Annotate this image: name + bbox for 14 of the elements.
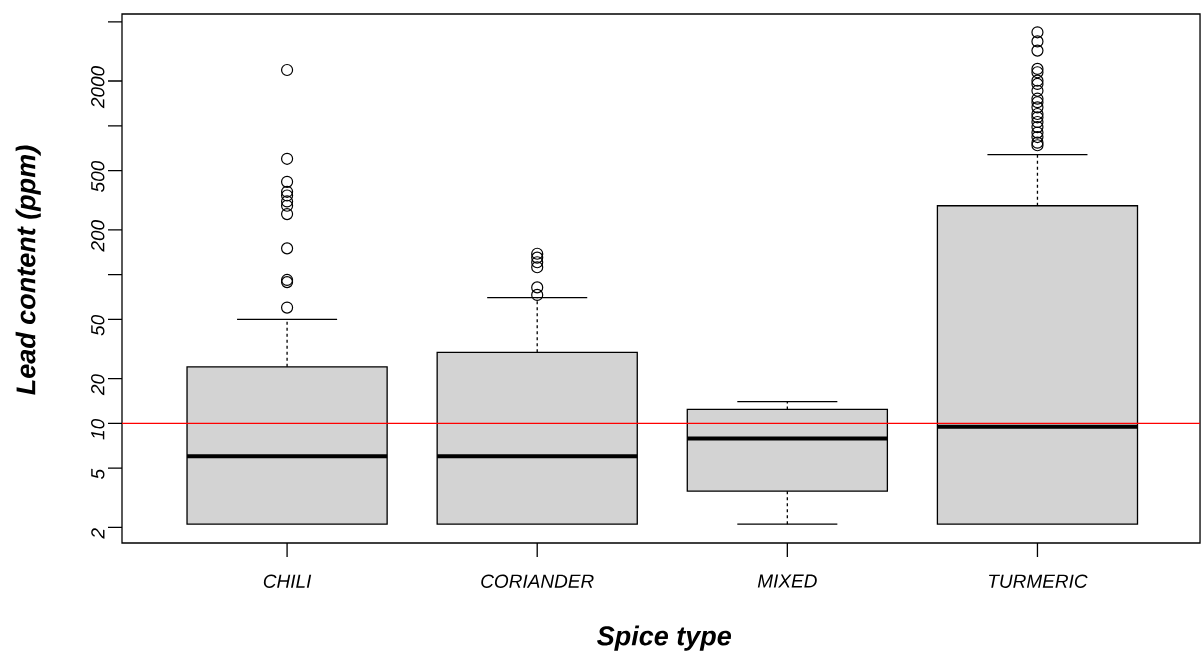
y-tick-label: 2	[91, 528, 105, 539]
x-tick-label: CHILI	[263, 574, 312, 588]
y-tick-label: 10	[91, 418, 105, 440]
y-tick-label: 200	[91, 220, 105, 252]
y-tick-label: 5	[91, 468, 105, 480]
x-tick-label: TURMERIC	[989, 574, 1088, 588]
x-axis-title: Spice type	[597, 625, 732, 651]
y-tick-label: 20	[91, 374, 105, 396]
y-tick-label: 50	[91, 314, 105, 336]
y-tick-label: 2000	[91, 66, 105, 109]
x-tick-label: CORIANDER	[481, 574, 594, 588]
x-tick-label: MIXED	[757, 574, 817, 588]
y-tick-label: 500	[91, 160, 105, 192]
y-axis-title: Lead content (ppm)	[15, 145, 41, 395]
